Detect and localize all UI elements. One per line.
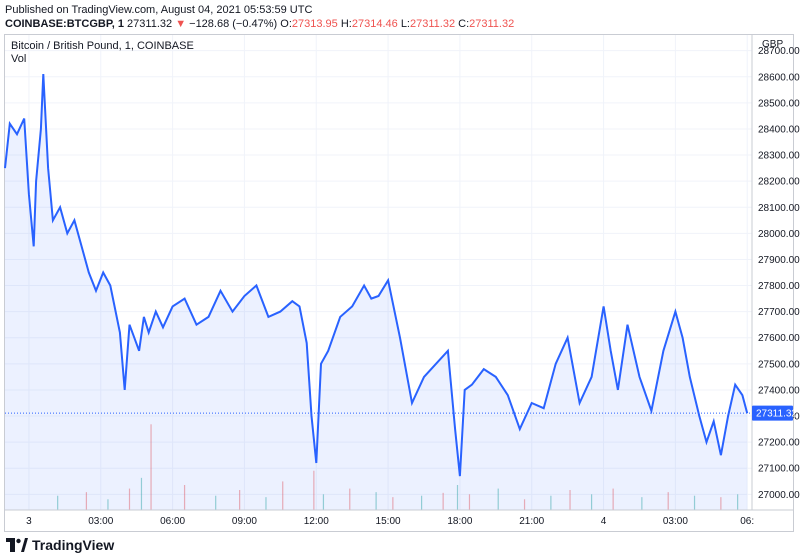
y-tick-label: 28300.00 [758,151,800,162]
x-tick-label: 18:00 [447,516,472,527]
volume-bar [612,488,614,510]
volume-bar [569,490,571,510]
volume-bar [107,499,109,510]
x-tick-label: 03:00 [88,516,113,527]
change-arrow-icon: ▼ [175,18,187,30]
volume-bar [183,485,186,510]
volume-bar [375,492,377,510]
y-tick-label: 28200.00 [758,177,800,188]
x-tick-label: 09:00 [232,516,257,527]
volume-bar [239,490,241,510]
price-axis: 27000.0027100.0027200.0027300.0027400.00… [758,46,800,501]
y-tick-label: 27600.00 [758,333,800,344]
volume-bar [313,470,315,510]
x-tick-label: 15:00 [376,516,401,527]
volume-bar [282,481,284,510]
footer-brand: TradingView [32,537,115,553]
y-tick-label: 27700.00 [758,307,800,318]
volume-bar [468,494,471,510]
open-value: 27313.95 [291,18,338,30]
high-value: 27314.46 [351,18,398,30]
x-tick-label: 12:00 [304,516,329,527]
current-price-box [752,405,793,421]
x-tick-label: 06:00 [160,516,185,527]
close-label: C: [458,18,470,30]
volume-bar [456,485,459,510]
open-label: O: [280,18,292,30]
quote-line: COINBASE:BTCGBP, 1 27311.32 ▼ −128.68 (−… [5,18,514,30]
x-tick-label: 03:00 [663,516,688,527]
volume-bar [140,477,143,510]
x-tick-label: 3 [26,516,32,527]
volume-bar [693,495,696,510]
y-tick-label: 27500.00 [758,359,800,370]
chart-legend-title: Bitcoin / British Pound, 1, COINBASE [11,40,194,52]
grid-lines [5,35,752,510]
x-tick-label: 4 [601,516,607,527]
volume-bar [420,495,423,510]
tradingview-logo-icon [6,538,28,552]
y-tick-label: 27200.00 [758,438,800,449]
volume-bar [737,494,739,510]
y-tick-label: 28600.00 [758,72,800,83]
volume-bar [85,492,88,510]
volume-bars [57,424,739,510]
volume-bar [128,488,131,510]
y-tick-label: 28400.00 [758,124,800,135]
volume-bar [523,499,526,510]
change-value: −128.68 (−0.47%) [189,18,278,30]
y-tick-label: 28500.00 [758,98,800,109]
volume-bar [497,488,499,510]
y-tick-label: 28100.00 [758,203,800,214]
x-tick-label: 21:00 [519,516,544,527]
volume-bar [265,497,267,510]
chart-frame [4,34,794,532]
y-tick-label: 28700.00 [758,46,800,57]
volume-bar [442,492,444,510]
high-label: H: [340,18,352,30]
y-tick-label: 28000.00 [758,229,800,240]
current-price-label: 27311.32 [756,409,797,420]
volume-bar [667,492,669,510]
volume-bar [215,495,217,510]
tradingview-footer[interactable]: TradingView [6,537,114,553]
price-area-fill [5,74,748,510]
volume-bar [590,494,593,510]
volume-bar [392,497,394,510]
published-caption: Published on TradingView.com, August 04,… [5,4,313,16]
volume-bar [550,495,552,510]
volume-bar [720,497,722,510]
volume-bar [150,424,152,510]
y-tick-label: 27400.00 [758,385,800,396]
volume-bar [322,494,325,510]
y-tick-label: 27000.00 [758,490,800,501]
symbol-label: COINBASE:BTCGBP, 1 [5,18,124,30]
volume-bar [641,497,643,510]
currency-label: GBP [762,39,783,50]
price-line [4,74,749,477]
volume-bar [349,488,351,510]
y-tick-label: 27800.00 [758,281,800,292]
y-tick-label: 27900.00 [758,255,800,266]
close-value: 27311.32 [469,18,515,30]
time-axis: 3 03:00 06:00 09:00 12:00 15:00 18:00 21:00 4 03:… [26,516,754,527]
volume-legend: Vol [11,53,27,65]
volume-bar [57,495,59,510]
x-tick-label: 06: [740,516,754,527]
low-label: L: [400,18,410,30]
low-value: 27311.32 [410,18,456,30]
last-price: 27311.32 [127,18,173,30]
y-tick-label: 27100.00 [758,464,800,475]
